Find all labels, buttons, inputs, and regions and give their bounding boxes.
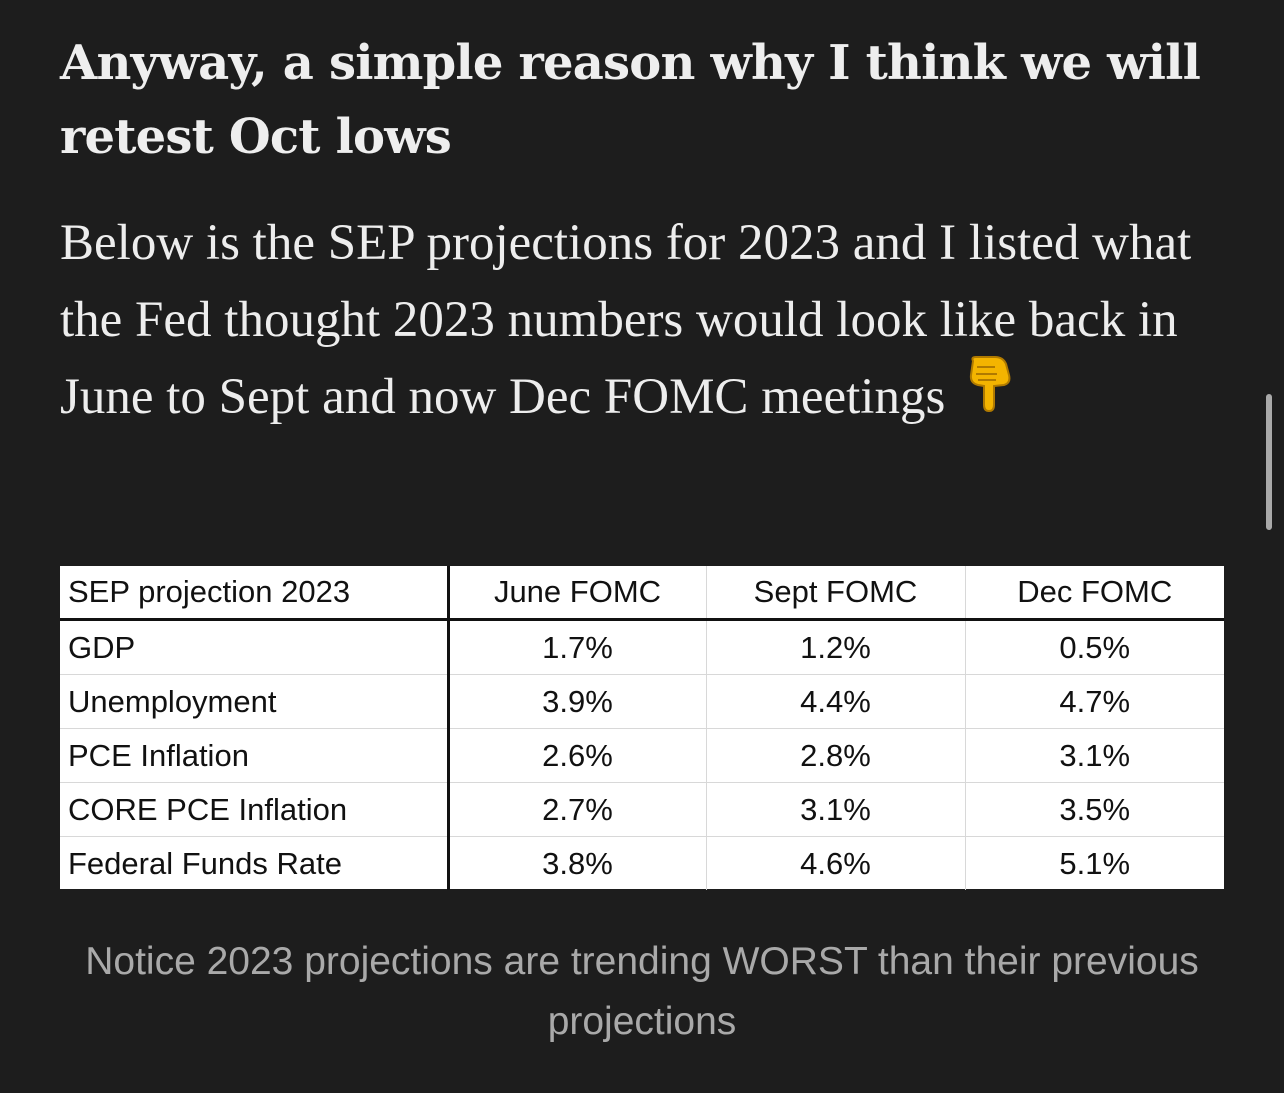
table-cell: 2.6% [447, 728, 706, 783]
table-row: Federal Funds Rate 3.8% 4.6% 5.1% [60, 836, 1224, 890]
row-label: CORE PCE Inflation [60, 782, 450, 837]
table-cell: 3.5% [964, 782, 1224, 837]
table-cell: 3.9% [447, 674, 706, 729]
column-header: June FOMC [448, 566, 706, 621]
row-label: Unemployment [60, 674, 450, 729]
column-header: Dec FOMC [964, 566, 1224, 621]
table-cell: 1.7% [447, 619, 706, 675]
row-label: GDP [60, 619, 450, 675]
table-cell: 4.6% [705, 836, 965, 890]
table-row: Unemployment 3.9% 4.4% 4.7% [60, 674, 1224, 729]
table-cell: 3.8% [447, 836, 706, 890]
column-header: SEP projection 2023 [60, 566, 450, 621]
table-cell: 1.2% [705, 619, 965, 675]
column-header: Sept FOMC [705, 566, 965, 621]
table-cell: 3.1% [964, 728, 1224, 783]
table-cell: 2.8% [705, 728, 965, 783]
table-cell: 5.1% [964, 836, 1224, 890]
table-cell: 3.1% [705, 782, 965, 837]
vertical-scrollbar[interactable] [1266, 394, 1272, 530]
row-label: PCE Inflation [60, 728, 450, 783]
paragraph-text: Below is the SEP projections for 2023 an… [60, 215, 1192, 425]
table-row: CORE PCE Inflation 2.7% 3.1% 3.5% [60, 782, 1224, 837]
table-cell: 2.7% [447, 782, 706, 837]
article-paragraph: Below is the SEP projections for 2023 an… [60, 205, 1240, 442]
sep-projection-table-image: SEP projection 2023 June FOMC Sept FOMC … [60, 566, 1224, 890]
row-label: Federal Funds Rate [60, 836, 450, 890]
table-cell: 0.5% [964, 619, 1224, 675]
table-cell: 4.7% [964, 674, 1224, 729]
table-header-row: SEP projection 2023 June FOMC Sept FOMC … [60, 566, 1224, 621]
sep-projection-table: SEP projection 2023 June FOMC Sept FOMC … [60, 566, 1224, 890]
article-heading: Anyway, a simple reason why I think we w… [60, 35, 1201, 165]
table-row: PCE Inflation 2.6% 2.8% 3.1% [60, 728, 1224, 783]
pointing-down-hand-icon [967, 355, 1013, 436]
table-cell: 4.4% [705, 674, 965, 729]
image-caption: Notice 2023 projections are trending WOR… [85, 940, 1199, 1043]
table-row: GDP 1.7% 1.2% 0.5% [60, 619, 1224, 675]
